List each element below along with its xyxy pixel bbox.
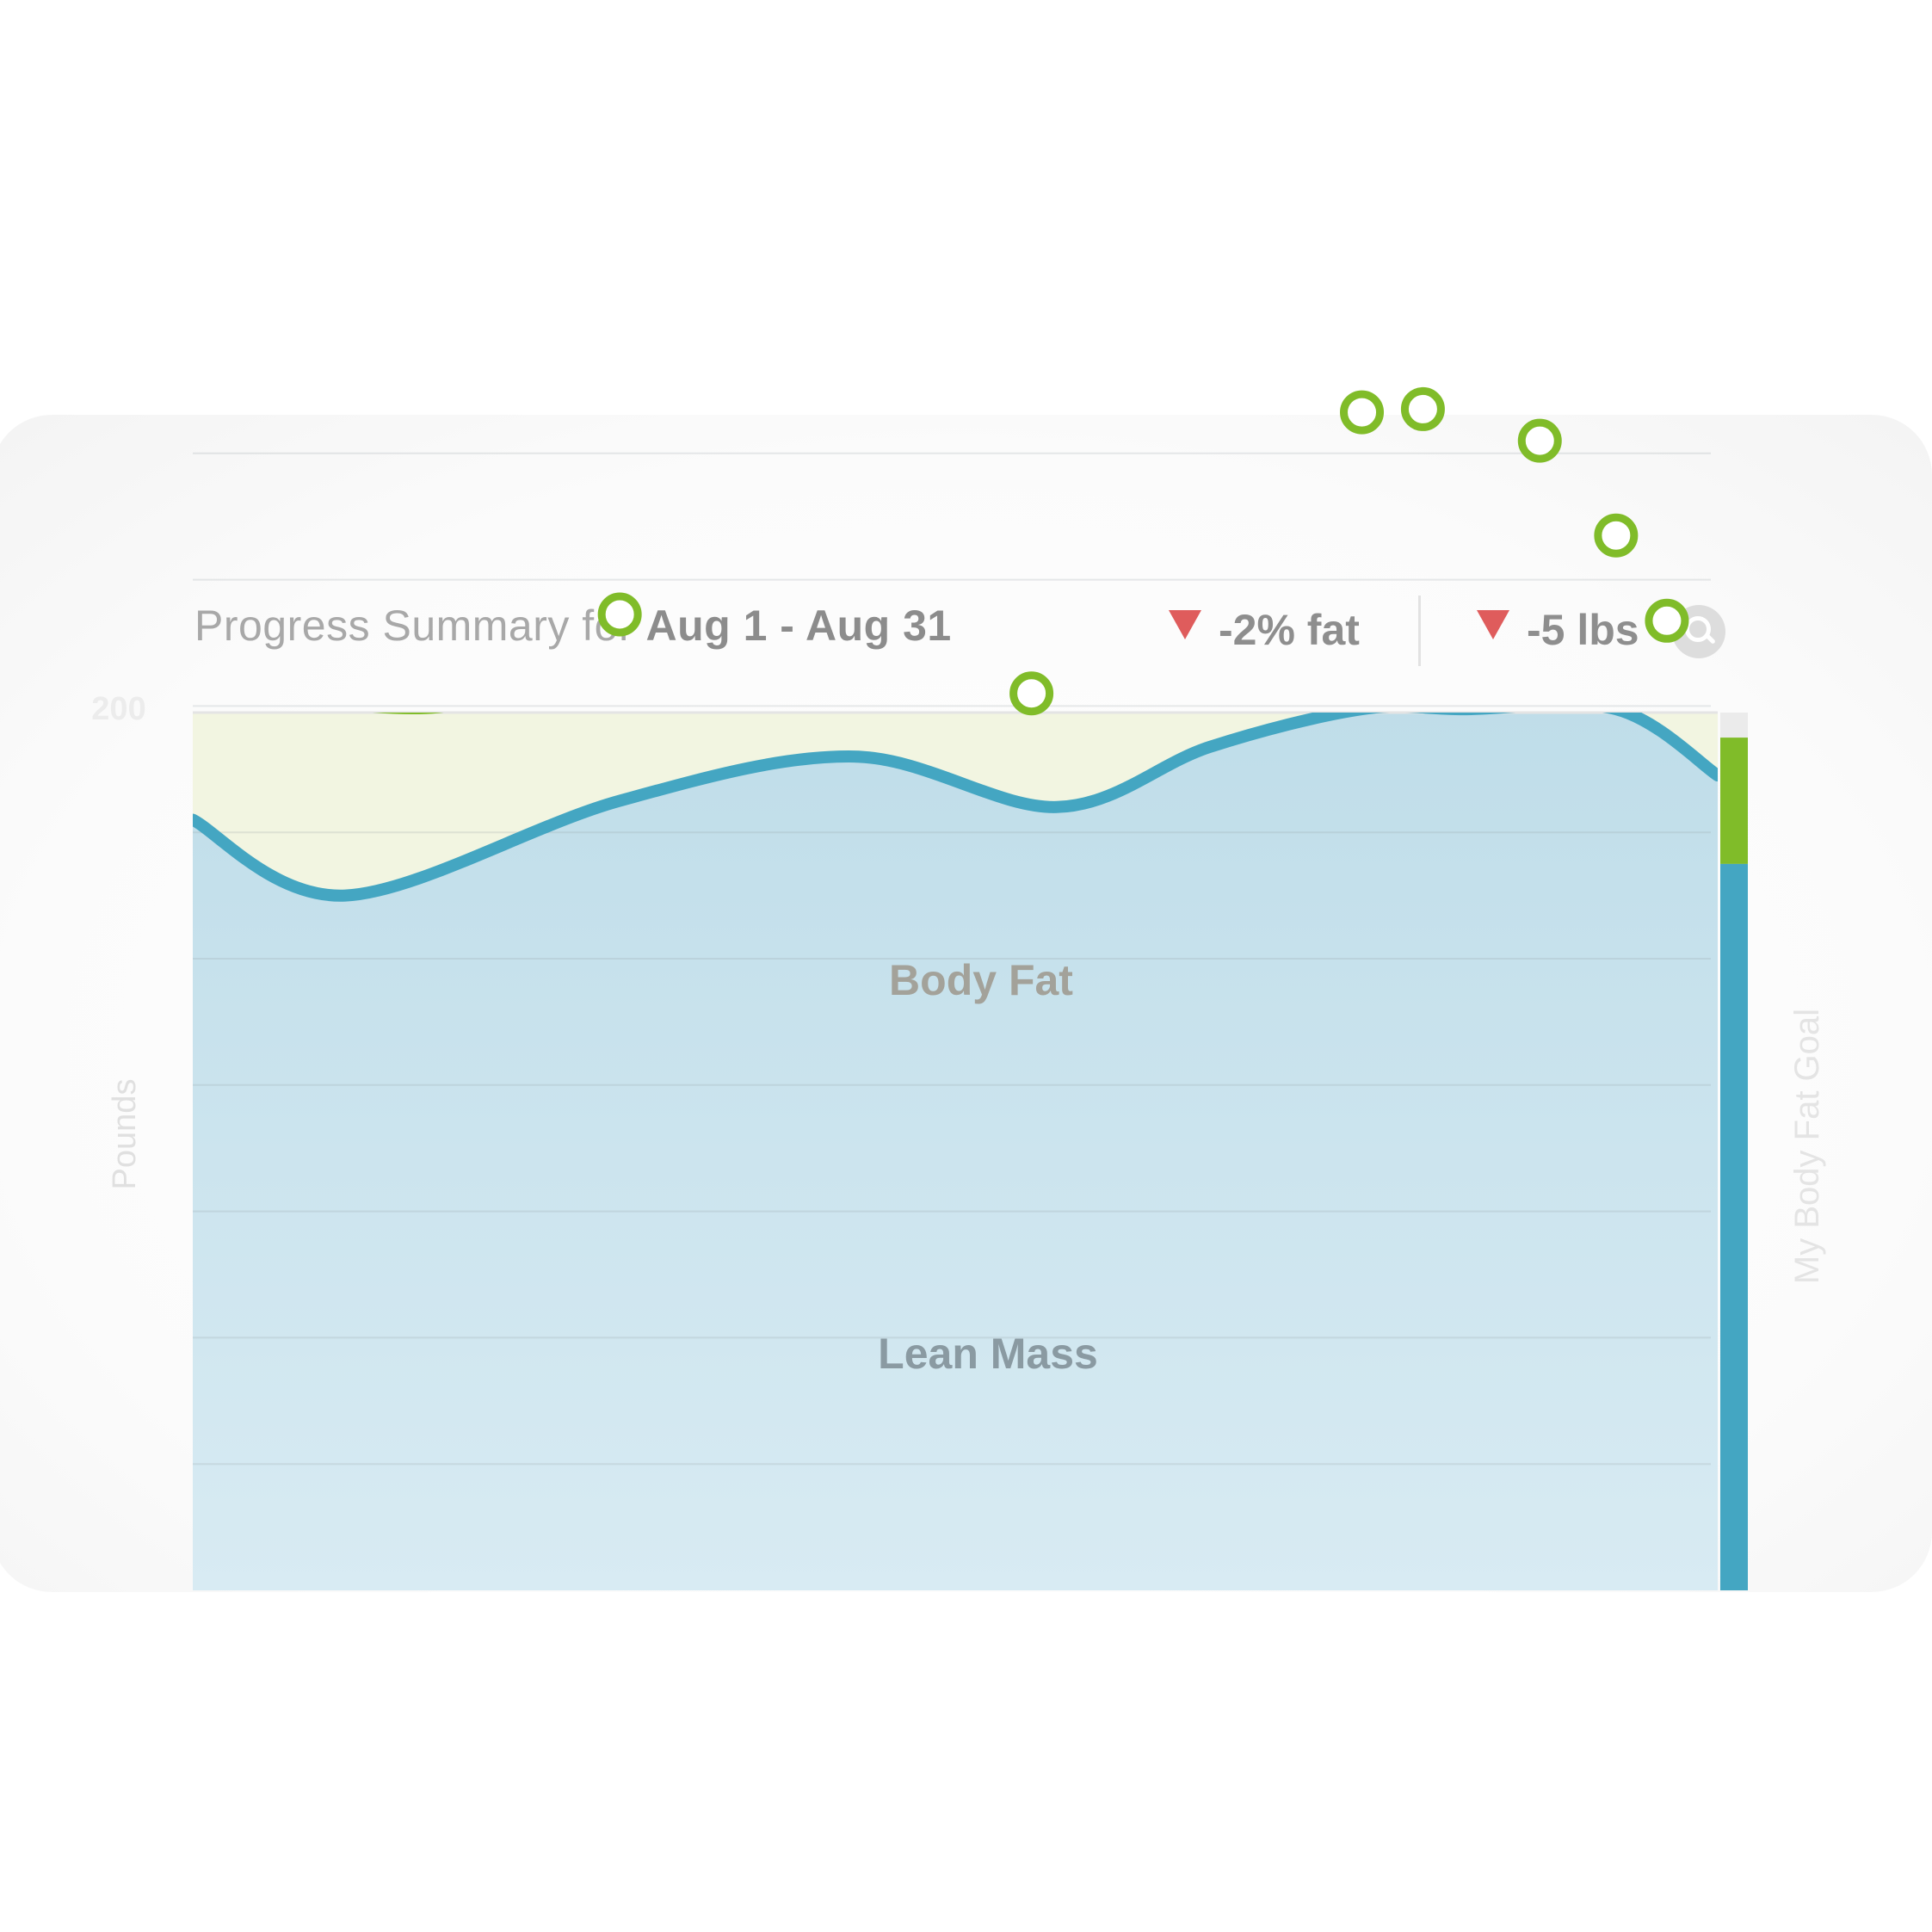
progress-summary-title: Progress Summary for Aug 1 - Aug 31 (194, 601, 952, 651)
fat-change-stat: -2% fat (1169, 605, 1360, 655)
body-fat-point (1340, 390, 1385, 435)
body-fat-point (1517, 418, 1562, 463)
lean-mass-line (193, 713, 1718, 902)
goal-axis-label: My Body Fat Goal (1788, 1009, 1826, 1284)
triangle-down-icon (1169, 610, 1201, 639)
fat-change-value: -2% fat (1219, 606, 1360, 654)
body-fat-point (1645, 598, 1689, 643)
title-prefix: Progress Summary for (194, 602, 646, 650)
y-axis-label: Pounds (107, 1079, 143, 1190)
body-fat-point (1400, 386, 1445, 431)
body-fat-label: Body Fat (889, 956, 1073, 1004)
goal-lean-mass-segment (1720, 863, 1748, 1590)
stat-divider (1418, 596, 1421, 666)
triangle-down-icon (1477, 610, 1509, 639)
date-range: Aug 1 - Aug 31 (645, 602, 952, 650)
body-fat-point (597, 592, 642, 637)
weight-change-stat: -5 lbs (1477, 605, 1639, 655)
lean-mass-label: Lean Mass (878, 1330, 1098, 1378)
body-fat-point (1009, 671, 1054, 716)
body-fat-point (1594, 513, 1639, 558)
body-fat-line (372, 713, 443, 715)
lean-mass-area (193, 713, 1718, 1590)
goal-body-fat-segment (1720, 738, 1748, 864)
weight-change-value: -5 lbs (1527, 606, 1639, 654)
y-tick-label: 200 (91, 691, 145, 727)
